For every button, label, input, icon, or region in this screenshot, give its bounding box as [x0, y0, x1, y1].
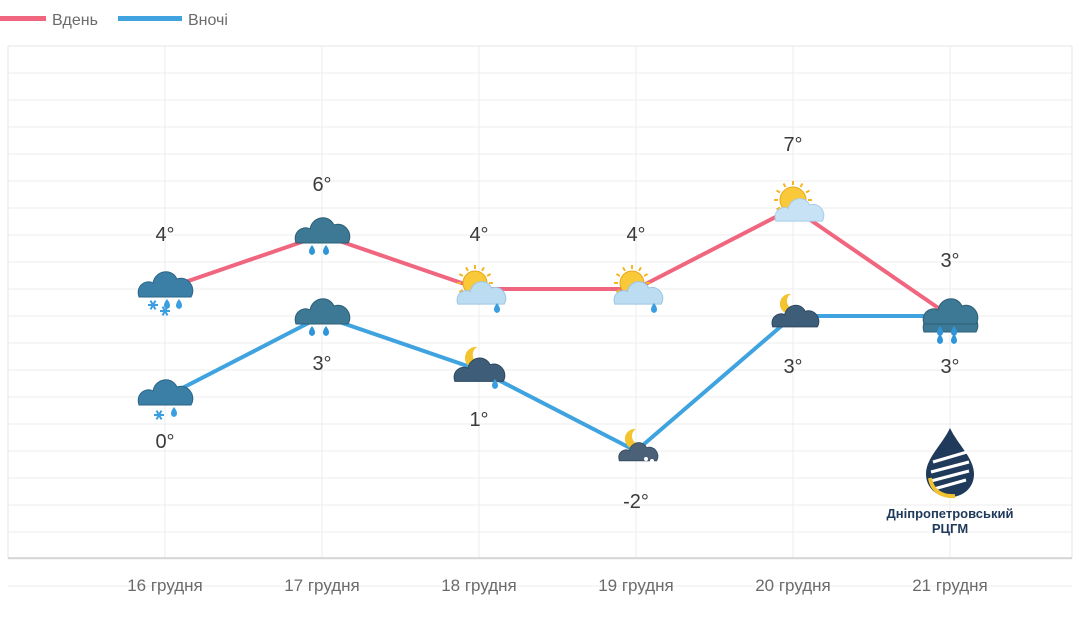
series-line-day — [164, 206, 952, 318]
temp-label-night: 3° — [312, 353, 331, 375]
x-tick-label: 16 грудня — [127, 576, 203, 595]
legend-swatch-night — [118, 16, 182, 21]
temp-label-day: 3° — [940, 250, 959, 272]
temp-label-day: 7° — [783, 134, 802, 156]
x-tick-label: 20 грудня — [755, 576, 831, 595]
sun-cloud-rain-icon — [456, 265, 507, 313]
x-tick-label: 18 грудня — [441, 576, 517, 595]
logo-name: Дніпропетровський — [887, 506, 1014, 521]
sun-cloud-icon — [774, 181, 825, 222]
temperature-labels: 4° 6° 4° 4° 7° 3° 0° 3° 1° -2° 3° 3° — [155, 134, 959, 513]
temp-label-day: 4° — [469, 224, 488, 246]
logo-subtitle: РЦГМ — [932, 521, 968, 536]
x-tick-label: 21 грудня — [912, 576, 988, 595]
logo: Дніпропетровський РЦГМ — [887, 428, 1014, 536]
temp-label-night: 3° — [940, 356, 959, 378]
x-tick-label: 19 грудня — [598, 576, 674, 595]
weather-icons — [137, 181, 979, 463]
cloud-rain-icon — [294, 217, 351, 255]
legend-item-day[interactable]: Вдень — [0, 12, 98, 29]
drop-logo-icon — [926, 428, 974, 499]
moon-cloud-icon — [771, 293, 820, 328]
sun-cloud-rain-icon — [613, 265, 664, 313]
x-tick-label: 17 грудня — [284, 576, 360, 595]
temp-label-night: 3° — [783, 356, 802, 378]
temp-label-night: -2° — [623, 491, 649, 513]
legend-label-day: Вдень — [52, 12, 98, 29]
cloud-rain-icon — [294, 298, 351, 336]
temp-label-day: 4° — [155, 224, 174, 246]
cloud-rain-snow-icon — [137, 271, 194, 316]
series-lines — [164, 206, 952, 453]
x-axis-ticks: 16 грудня 17 грудня 18 грудня 19 грудня 20 г… — [127, 576, 988, 595]
temp-label-night: 0° — [155, 431, 174, 453]
temp-label-day: 4° — [626, 224, 645, 246]
cloud-snow-rain-icon — [137, 379, 194, 420]
legend-label-night: Вночі — [188, 12, 228, 29]
legend-swatch-day — [0, 16, 46, 21]
legend-item-night[interactable]: Вночі — [118, 12, 228, 29]
temp-label-night: 1° — [469, 409, 488, 431]
legend: Вдень Вночі — [0, 12, 228, 29]
temp-label-day: 6° — [312, 174, 331, 196]
cloud-rain-icon — [922, 298, 979, 336]
moon-cloud-rain-icon — [453, 346, 506, 389]
moon-cloud-snow-icon — [618, 428, 659, 463]
series-line-night — [164, 314, 950, 453]
